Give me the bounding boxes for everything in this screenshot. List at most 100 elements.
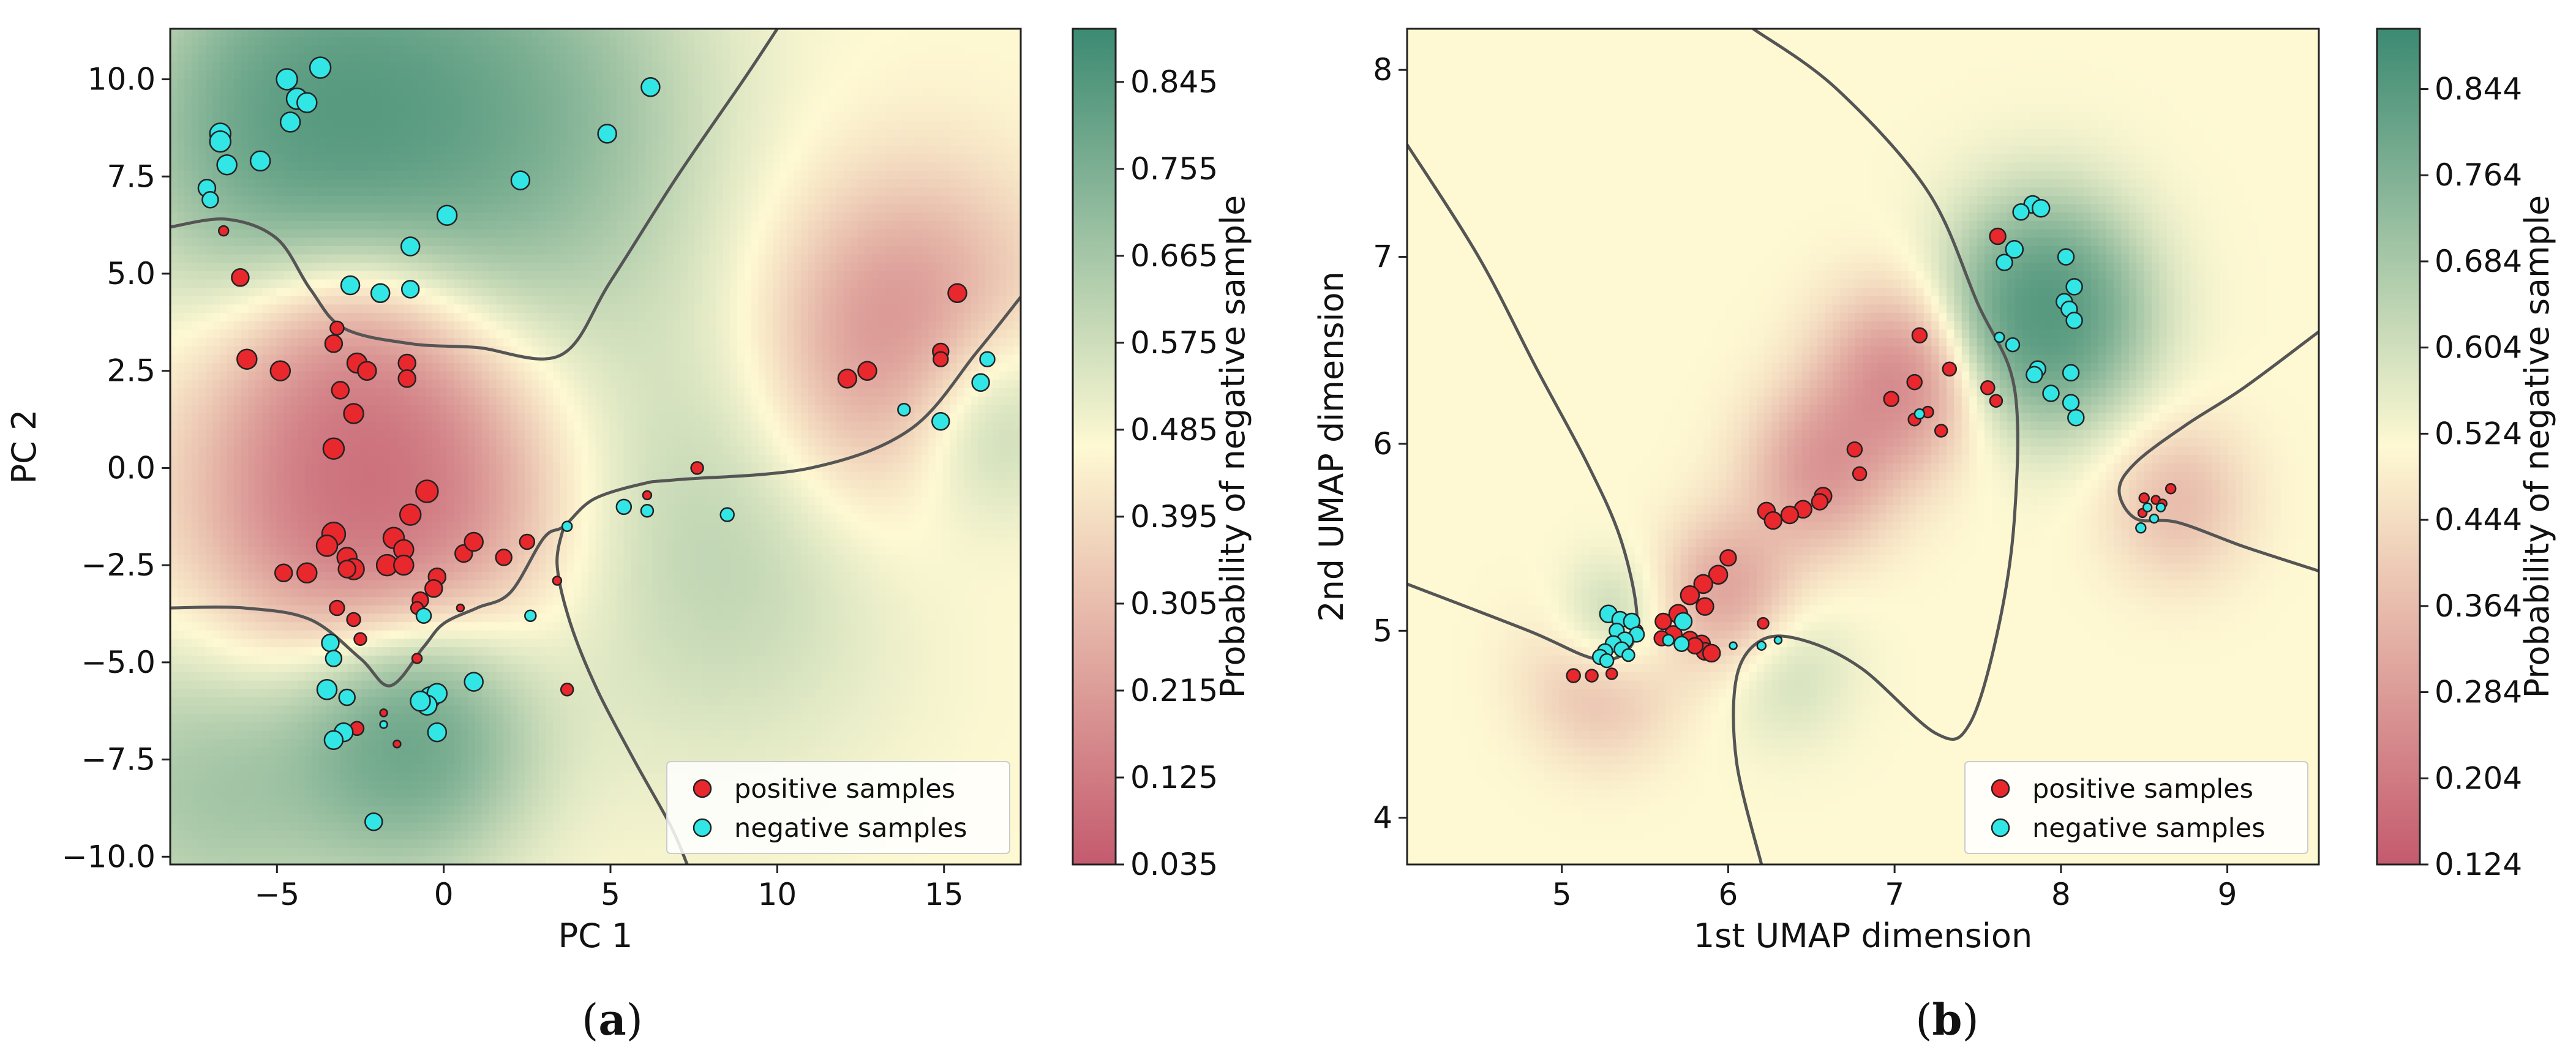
heatmap-cell: [383, 171, 390, 179]
heatmap-cell: [893, 304, 901, 313]
heatmap-cell: [674, 212, 681, 221]
heatmap-cell: [192, 255, 199, 263]
heatmap-cell: [779, 271, 787, 280]
heatmap-cell: [369, 313, 376, 321]
heatmap-cell: [745, 171, 752, 179]
heatmap-cell: [610, 96, 617, 104]
heatmap-cell: [922, 255, 929, 263]
heatmap-cell: [999, 146, 1007, 154]
heatmap-cell: [879, 196, 887, 204]
heatmap-cell: [531, 313, 539, 321]
heatmap-cell: [922, 288, 929, 296]
heatmap-cell: [461, 70, 468, 79]
heatmap-cell: [829, 347, 836, 355]
heatmap-cell: [645, 296, 653, 305]
heatmap-cell: [184, 88, 192, 96]
heatmap-cell: [610, 347, 617, 355]
heatmap-cell: [652, 121, 659, 129]
heatmap-cell: [929, 45, 936, 54]
heatmap-cell: [801, 129, 808, 138]
heatmap-cell: [865, 179, 872, 188]
heatmap-cell: [929, 196, 936, 204]
heatmap-cell: [567, 212, 574, 221]
heatmap-cell: [779, 347, 787, 355]
heatmap-cell: [418, 204, 426, 213]
heatmap-cell: [560, 255, 568, 263]
heatmap-cell: [659, 212, 667, 221]
heatmap-cell: [227, 363, 235, 372]
heatmap-cell: [446, 37, 454, 46]
heatmap-cell: [893, 79, 901, 88]
heatmap-cell: [475, 96, 483, 104]
heatmap-cell: [971, 29, 978, 37]
heatmap-cell: [432, 121, 440, 129]
heatmap-cell: [666, 363, 674, 372]
heatmap-cell: [468, 171, 475, 179]
heatmap-cell: [829, 246, 836, 255]
heatmap-cell: [922, 238, 929, 246]
heatmap-cell: [206, 154, 213, 163]
heatmap-cell: [978, 313, 986, 321]
heatmap-cell: [978, 255, 986, 263]
heatmap-cell: [1007, 37, 1014, 46]
heatmap-cell: [603, 329, 610, 338]
heatmap-cell: [347, 137, 355, 146]
heatmap-cell: [957, 146, 964, 154]
heatmap-cell: [709, 230, 716, 238]
heatmap-cell: [178, 347, 185, 355]
heatmap-cell: [284, 221, 291, 230]
heatmap-cell: [610, 187, 617, 196]
heatmap-cell: [1007, 54, 1014, 62]
heatmap-cell: [362, 121, 369, 129]
heatmap-cell: [446, 304, 454, 313]
heatmap-cell: [723, 354, 730, 363]
heatmap-cell: [993, 255, 1000, 263]
heatmap-cell: [638, 96, 645, 104]
heatmap-cell: [440, 171, 447, 179]
heatmap-cell: [645, 354, 653, 363]
heatmap-cell: [390, 347, 397, 355]
heatmap-cell: [858, 146, 865, 154]
heatmap-cell: [695, 212, 702, 221]
heatmap-cell: [765, 79, 773, 88]
heatmap-cell: [836, 96, 844, 104]
heatmap-cell: [716, 187, 723, 196]
heatmap-cell: [588, 230, 596, 238]
heatmap-cell: [397, 187, 404, 196]
heatmap-cell: [922, 113, 929, 121]
heatmap-cell: [248, 129, 255, 138]
heatmap-cell: [241, 212, 249, 221]
heatmap-cell: [291, 187, 298, 196]
heatmap-cell: [603, 88, 610, 96]
heatmap-cell: [376, 187, 383, 196]
heatmap-cell: [865, 338, 872, 347]
heatmap-cell: [822, 212, 830, 221]
heatmap-cell: [454, 154, 461, 163]
heatmap-cell: [943, 246, 950, 255]
heatmap-cell: [922, 137, 929, 146]
heatmap-cell: [971, 179, 978, 188]
heatmap-cell: [312, 171, 320, 179]
heatmap-cell: [475, 246, 483, 255]
heatmap-cell: [886, 354, 893, 363]
heatmap-cell: [964, 54, 971, 62]
heatmap-cell: [709, 280, 716, 288]
heatmap-cell: [531, 121, 539, 129]
heatmap-cell: [964, 313, 971, 321]
heatmap-cell: [737, 179, 745, 188]
heatmap-cell: [638, 37, 645, 46]
heatmap-cell: [305, 246, 312, 255]
heatmap-cell: [482, 263, 489, 271]
heatmap-cell: [603, 54, 610, 62]
heatmap-cell: [475, 354, 483, 363]
heatmap-cell: [546, 304, 553, 313]
heatmap-cell: [326, 271, 334, 280]
heatmap-cell: [411, 54, 419, 62]
heatmap-cell: [241, 88, 249, 96]
heatmap-cell: [943, 171, 950, 179]
heatmap-cell: [418, 329, 426, 338]
heatmap-cell: [964, 196, 971, 204]
heatmap-cell: [539, 313, 546, 321]
heatmap-cell: [666, 271, 674, 280]
heatmap-cell: [517, 162, 525, 171]
